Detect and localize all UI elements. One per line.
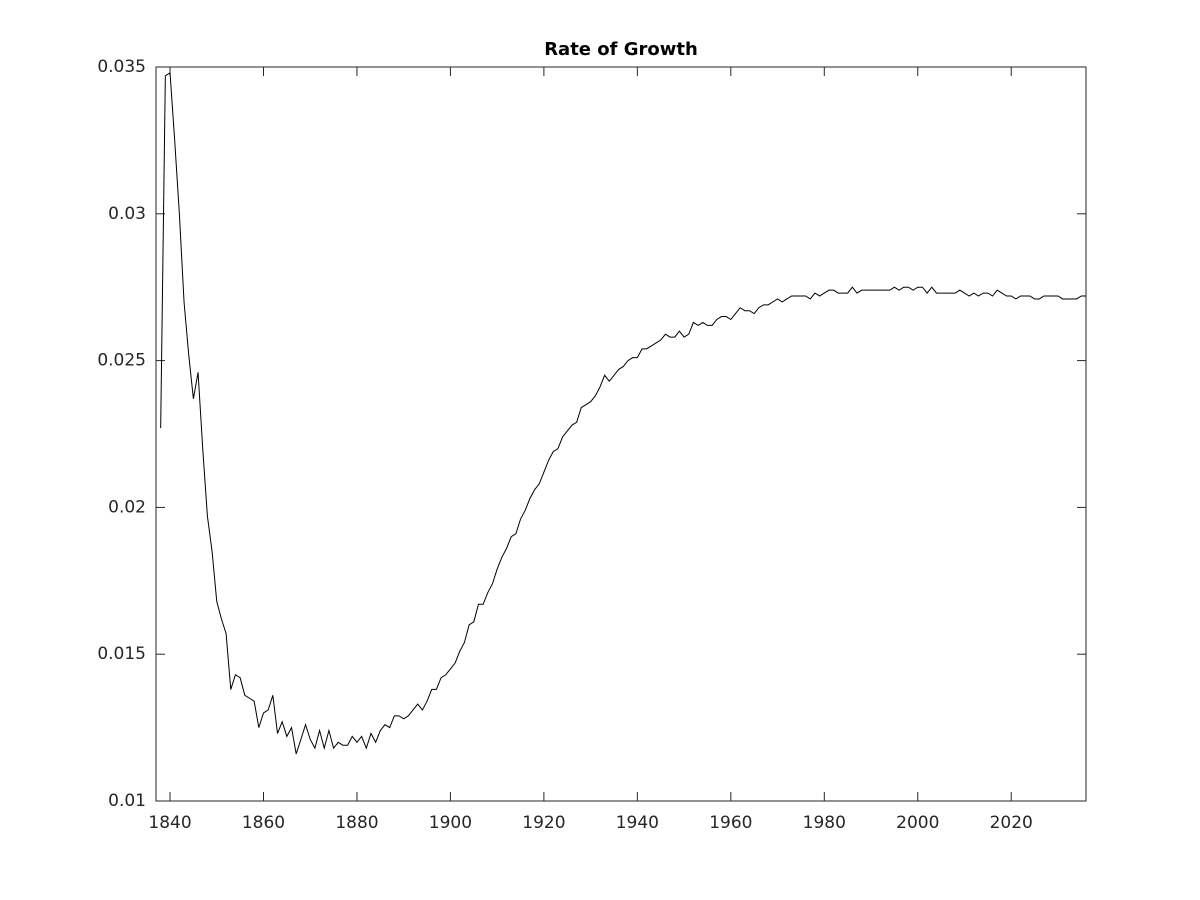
- x-tick-label: 2000: [896, 813, 939, 833]
- y-tick-label: 0.025: [97, 351, 146, 371]
- y-tick-label: 0.01: [108, 791, 146, 811]
- x-tick-label: 1860: [242, 813, 285, 833]
- x-tick-label: 1980: [803, 813, 846, 833]
- y-tick-label: 0.03: [108, 204, 146, 224]
- y-tick-label: 0.02: [108, 497, 146, 517]
- x-tick-label: 1960: [709, 813, 752, 833]
- x-tick-label: 1880: [335, 813, 378, 833]
- y-tick-label: 0.035: [97, 57, 146, 77]
- x-tick-label: 2020: [990, 813, 1033, 833]
- y-tick-label: 0.015: [97, 644, 146, 664]
- x-tick-label: 1840: [148, 813, 191, 833]
- data-line: [160, 72, 1086, 755]
- x-tick-label: 1900: [429, 813, 472, 833]
- x-tick-label: 1920: [522, 813, 565, 833]
- chart-title: Rate of Growth: [544, 39, 698, 60]
- x-tick-label: 1940: [616, 813, 659, 833]
- plot-frame: [155, 66, 1087, 802]
